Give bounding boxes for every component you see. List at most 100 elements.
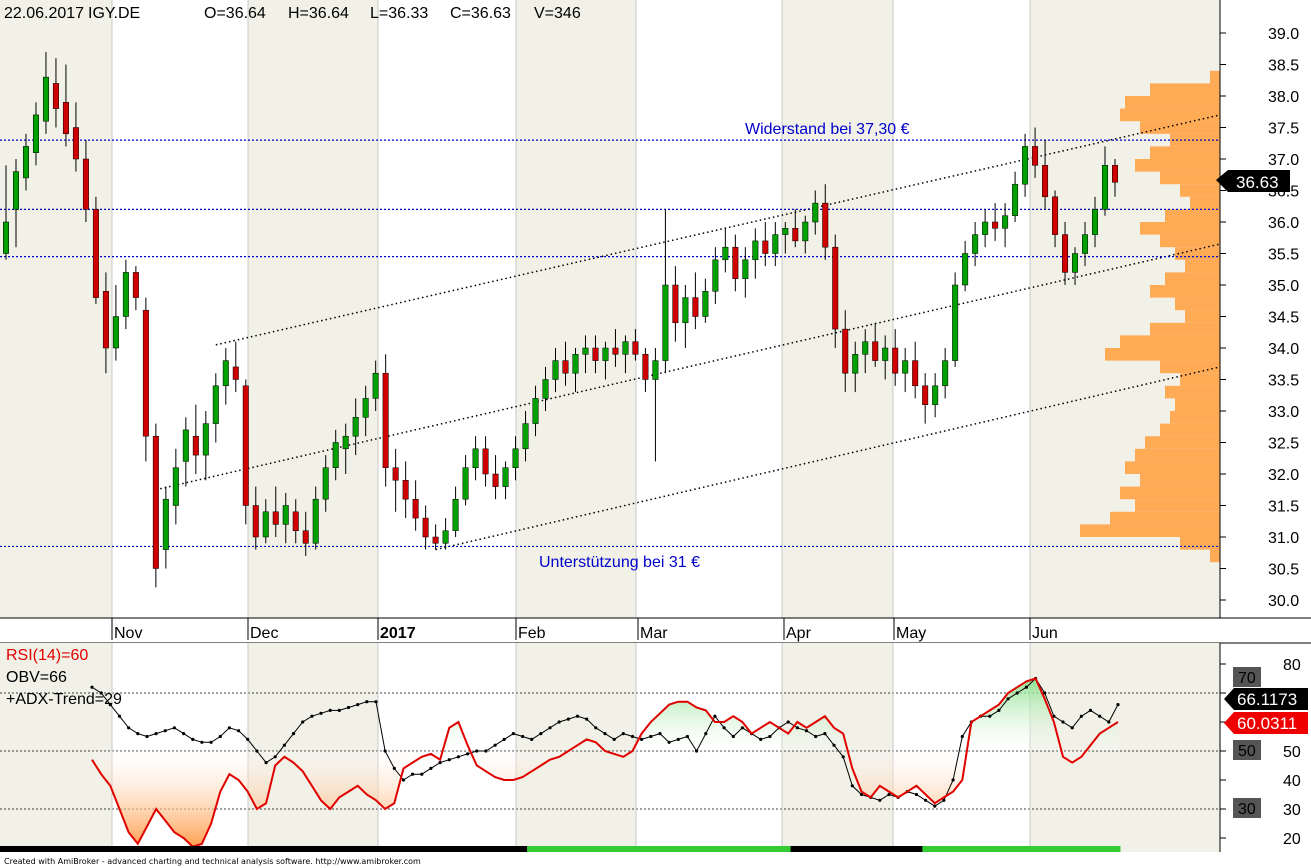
header-date: 22.06.2017 <box>4 5 84 22</box>
obv-point <box>685 734 690 739</box>
price-tick-label: 34.5 <box>1268 310 1299 327</box>
candle-body <box>342 435 349 450</box>
candle-body <box>362 398 369 418</box>
volume-profile-bar <box>1185 259 1220 273</box>
candle-body <box>1082 234 1089 254</box>
price-tick-label: 35.5 <box>1268 247 1299 264</box>
candle-body <box>82 158 89 210</box>
candle-body <box>212 385 219 424</box>
candle-body <box>752 240 759 261</box>
obv-point <box>108 703 112 707</box>
candle-body <box>1032 146 1039 166</box>
adx-trend-segment <box>395 846 462 852</box>
obv-point <box>759 737 763 742</box>
volume-profile-bar <box>1180 184 1220 197</box>
obv-value-label: 66.1173 <box>1237 690 1297 709</box>
volume-profile-bar <box>1210 70 1220 84</box>
volume-profile-bar <box>1105 348 1220 361</box>
candle-body <box>272 511 279 525</box>
candle-body <box>162 498 169 550</box>
obv-point <box>621 732 625 736</box>
adx-trend-segment <box>263 846 330 852</box>
time-axis: Nov Dec 2017 Feb Mar Apr May Jun <box>111 618 1058 642</box>
candle-body <box>292 511 299 531</box>
candle-body <box>3 221 9 254</box>
obv-point <box>227 726 231 730</box>
candle-body <box>92 209 99 298</box>
obv-point <box>630 734 635 739</box>
price-tick-label: 37.5 <box>1268 121 1299 138</box>
level-30-label: 30 <box>1238 801 1256 818</box>
candle-body <box>962 253 969 286</box>
candle-body <box>1052 196 1059 235</box>
obv-point <box>365 700 369 704</box>
volume-profile-bar <box>1165 209 1220 222</box>
level-badge-70: 70 <box>1233 667 1261 687</box>
volume-profile-bar <box>1170 411 1220 424</box>
candle-body <box>392 467 399 481</box>
candle-body <box>462 467 469 500</box>
candle-body <box>102 291 109 349</box>
obv-point <box>374 700 378 704</box>
price-tick-label: 38.5 <box>1268 58 1299 75</box>
candle-body <box>992 221 999 229</box>
volume-profile-bar <box>1170 133 1220 147</box>
candle-body <box>782 228 789 235</box>
volume-profile-bar <box>1125 96 1220 109</box>
candle-body <box>692 297 699 317</box>
candle-body <box>452 498 459 531</box>
volume-profile-bar <box>1135 159 1220 172</box>
candle-body <box>562 360 569 374</box>
volume-profile-bar <box>1190 196 1220 210</box>
indicator-tick-label: 50 <box>1283 744 1301 761</box>
rsi-value-label: 60.0311 <box>1237 714 1297 733</box>
candle-body <box>232 366 239 380</box>
candle-body <box>382 372 389 468</box>
candle-body <box>432 536 439 544</box>
obv-point <box>859 792 864 797</box>
trend-channels <box>155 114 1221 551</box>
obv-point <box>539 732 543 736</box>
header-high: H=36.64 <box>288 5 349 22</box>
candle-body <box>742 259 749 279</box>
obv-point <box>411 772 415 776</box>
obv-point <box>1079 714 1083 718</box>
footer-credit: Created with AmiBroker - advanced charti… <box>4 857 421 866</box>
candle-body <box>852 354 859 374</box>
candle-body <box>122 272 129 317</box>
support-annotation: Unterstützung bei 31 € <box>539 554 700 571</box>
candle-body <box>1012 183 1019 216</box>
obv-point <box>548 726 552 730</box>
candle-body <box>952 284 959 361</box>
obv-point <box>1107 720 1111 724</box>
candle-body <box>1002 215 1009 229</box>
last-price-label: 36.63 <box>1236 173 1279 192</box>
obv-point <box>924 798 928 802</box>
volume-profile-bar <box>1165 385 1220 399</box>
candle-body <box>322 467 329 500</box>
adx-trend-segment <box>329 846 396 852</box>
candle-body <box>222 360 229 387</box>
price-axis-ticks: 30.0 30.5 31.0 31.5 32.0 32.5 33.0 33.5 34.0 34.5… <box>1220 26 1299 610</box>
obv-point <box>154 732 158 736</box>
header-open: O=36.64 <box>204 5 266 22</box>
obv-point <box>1024 685 1028 689</box>
candle-body <box>652 360 659 380</box>
volume-profile-bar <box>1140 222 1220 235</box>
obv-point <box>1006 697 1010 701</box>
obv-point <box>1088 708 1093 713</box>
obv-point <box>676 737 680 742</box>
obv-point <box>310 714 314 718</box>
level-badge-30: 30 <box>1233 798 1261 818</box>
header-volume: V=346 <box>534 5 581 22</box>
obv-point <box>594 726 598 730</box>
candle-body <box>892 347 899 374</box>
candle-body <box>1112 165 1118 183</box>
candle-body <box>862 341 869 355</box>
header-close: C=36.63 <box>450 5 511 22</box>
adx-legend: +ADX-Trend=29 <box>6 691 122 708</box>
obv-point <box>255 749 259 753</box>
trend-channel-line <box>215 114 1221 346</box>
volume-profile-bar <box>1160 360 1220 374</box>
volume-profile-bar <box>1145 436 1220 449</box>
